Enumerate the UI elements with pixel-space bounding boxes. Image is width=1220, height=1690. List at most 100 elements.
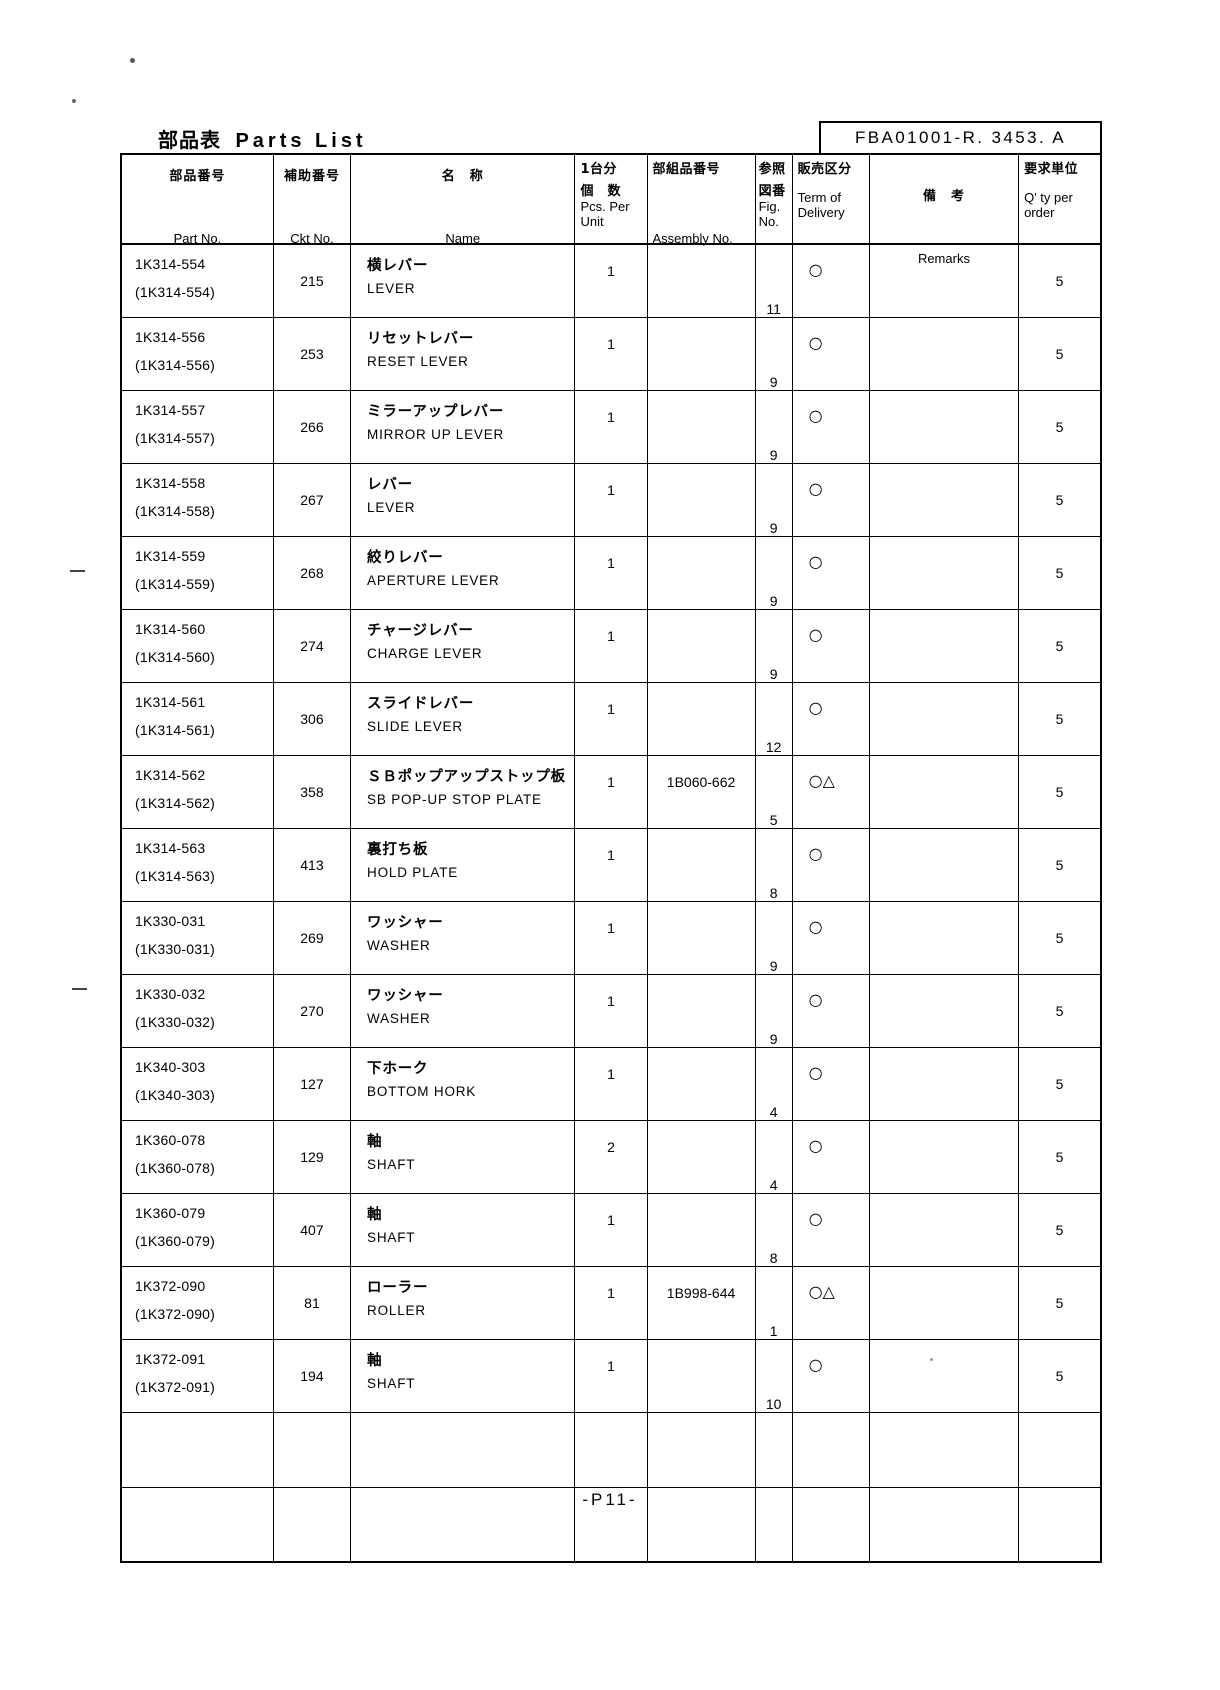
assembly-no-value: 1B998-644	[666, 1284, 736, 1301]
cell-qty-per-order: 5	[1018, 1046, 1102, 1121]
cell-remarks	[868, 462, 1020, 537]
name-english: ROLLER	[367, 1302, 426, 1318]
cell-qty-per-order: 5	[1018, 1192, 1102, 1267]
column-header-part-no-jp: 部品番号	[169, 169, 226, 184]
cell-pcs-per-unit: 1	[574, 535, 648, 610]
cell-ckt-no: 129	[272, 1119, 352, 1194]
cell-assembly-no	[646, 827, 756, 902]
pcs-per-unit-value: 1	[607, 263, 615, 279]
column-header-fig-en-line1: Fig.	[758, 199, 781, 214]
fig-no-value: 10	[765, 1395, 782, 1412]
term-of-delivery-symbol: ○	[808, 260, 823, 279]
part-no-alternate: (1K314-557)	[135, 429, 216, 446]
name-japanese: ＳＢポップアップストップ板	[367, 768, 566, 785]
cell-qty-per-order: 5	[1018, 681, 1102, 756]
column-header-assembly-no-jp: 部組品番号	[652, 162, 721, 177]
cell-assembly-no	[646, 535, 756, 610]
cell-assembly-no	[646, 389, 756, 464]
cell-part-no: 1K340-303 (1K340-303)	[120, 1046, 274, 1121]
cell-ckt-no: 274	[272, 608, 352, 683]
cell-pcs-per-unit: 1	[574, 973, 648, 1048]
pcs-per-unit-value: 1	[607, 335, 615, 352]
pcs-per-unit-value: 1	[607, 481, 615, 498]
qty-per-order-value: 5	[1055, 856, 1064, 873]
cell-ckt-no: 81	[272, 1265, 352, 1340]
part-no-primary: 1K314-557	[135, 401, 206, 418]
name-japanese: リセットレバー	[367, 330, 475, 347]
cell-part-no: 1K372-091 (1K372-091)	[120, 1338, 274, 1413]
cell-part-no: 1K372-090 (1K372-090)	[120, 1265, 274, 1340]
column-header-ckt-no: 補助番号 Ckt No.	[272, 153, 352, 246]
name-english: WASHER	[367, 937, 431, 953]
name-japanese: ワッシャー	[367, 914, 444, 931]
cell-ckt-no: 266	[272, 389, 352, 464]
cell-assembly-no	[646, 1338, 756, 1413]
pcs-per-unit-value: 1	[607, 919, 615, 936]
qty-per-order-value: 5	[1055, 418, 1064, 435]
name-japanese: チャージレバー	[367, 622, 474, 639]
name-english: APERTURE LEVER	[367, 572, 500, 588]
fig-no-value: 9	[769, 446, 778, 463]
cell-fig-no: 9	[754, 316, 793, 391]
part-no-alternate: (1K330-031)	[135, 940, 216, 957]
column-header-assembly-no: 部組品番号 Assembly No.	[646, 153, 756, 246]
cell-remarks	[868, 1119, 1020, 1194]
term-of-delivery-symbol: ○	[808, 1135, 823, 1155]
pcs-per-unit-value: 1	[607, 1357, 615, 1374]
page-title-jp: 部品表	[158, 128, 221, 152]
table-row-blank	[120, 1486, 1102, 1563]
table-row: 1K314-562 (1K314-562) 358 ＳＢポップアップストップ板 SB P…	[120, 754, 1102, 829]
cell-term-of-delivery: ○△	[791, 1265, 870, 1340]
column-header-assembly-no-en: Assembly No.	[652, 231, 733, 246]
part-no-alternate: (1K314-563)	[135, 867, 216, 884]
cell-remarks	[868, 1411, 1020, 1488]
name-japanese: 軸	[367, 1352, 383, 1369]
ckt-no-value: 270	[300, 1002, 324, 1019]
cell-term-of-delivery: ○	[791, 462, 870, 537]
qty-per-order-value: 5	[1055, 783, 1064, 800]
cell-ckt-no: 358	[272, 754, 352, 829]
name-english: WASHER	[367, 1010, 431, 1026]
cell-fig-no: 10	[754, 1338, 793, 1413]
cell-ckt-no: 269	[272, 900, 352, 975]
name-japanese: ローラー	[367, 1279, 429, 1296]
cell-remarks	[868, 608, 1020, 683]
pcs-per-unit-value: 1	[607, 554, 615, 571]
name-english: MIRROR UP LEVER	[367, 426, 505, 442]
parts-list-table: 部品番号 Part No. 補助番号 Ckt No. 名 称 Name	[120, 153, 1102, 1563]
cell-part-no: 1K314-558 (1K314-558)	[120, 462, 274, 537]
cell-qty-per-order: 5	[1018, 754, 1102, 829]
cell-qty-per-order: 5	[1018, 900, 1102, 975]
pcs-per-unit-value: 1	[607, 408, 615, 425]
name-japanese: 下ホーク	[367, 1060, 429, 1077]
qty-per-order-value: 5	[1055, 345, 1064, 362]
fig-no-value: 9	[769, 1030, 778, 1047]
column-header-pcs-jp-line1: 1台分	[580, 162, 617, 177]
part-no-alternate: (1K330-032)	[135, 1013, 216, 1030]
term-of-delivery-symbol: ○	[808, 1354, 823, 1374]
document-id-text: FBA01001-R. 3453. A	[855, 128, 1066, 147]
term-of-delivery-symbol: ○	[808, 697, 823, 717]
cell-ckt-no: 306	[272, 681, 352, 756]
part-no-primary: 1K314-563	[135, 839, 206, 856]
cell-name: 横レバー LEVER	[350, 243, 576, 318]
cell-pcs-per-unit: 1	[574, 608, 648, 683]
part-no-alternate: (1K360-078)	[135, 1159, 216, 1176]
cell-term-of-delivery: ○	[791, 1192, 870, 1267]
table-row: 1K314-561 (1K314-561) 306 スライドレバー SLIDE LEVE…	[120, 681, 1102, 756]
cell-qty-per-order: 5	[1018, 827, 1102, 902]
assembly-no-value: 1B060-662	[666, 773, 736, 790]
table-row: 1K360-079 (1K360-079) 407 軸 SHAFT 1 8 ○ 5	[120, 1192, 1102, 1267]
column-header-qty-jp: 要求単位	[1024, 162, 1079, 177]
name-english: SHAFT	[367, 1156, 416, 1172]
cell-ckt-no: 127	[272, 1046, 352, 1121]
column-header-part-no-en: Part No.	[173, 231, 222, 246]
cell-pcs-per-unit: 1	[574, 1265, 648, 1340]
fig-no-value: 9	[769, 592, 778, 609]
cell-ckt-no: 215	[272, 243, 352, 318]
cell-name: 軸 SHAFT	[350, 1338, 576, 1413]
cell-pcs-per-unit: 1	[574, 316, 648, 391]
cell-qty-per-order	[1018, 1486, 1102, 1563]
part-no-alternate: (1K314-556)	[135, 356, 216, 373]
fig-no-value: 12	[765, 738, 782, 755]
